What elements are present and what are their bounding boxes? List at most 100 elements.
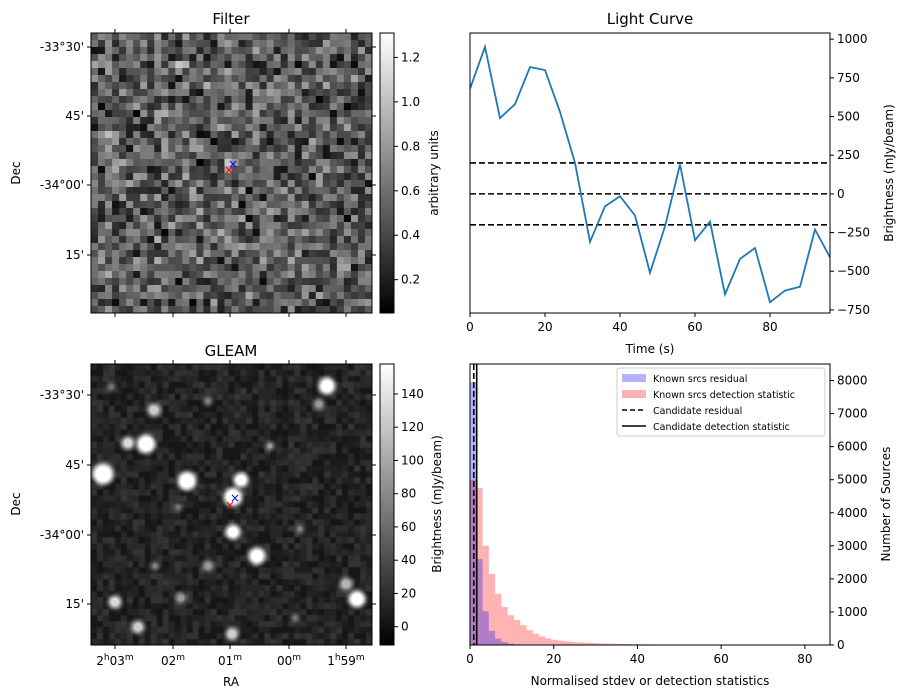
filter-pixel [252,299,261,307]
filter-pixel [287,33,296,41]
gleam-pixel [198,549,206,556]
filter-pixel [259,61,268,69]
gleam-pixel [216,501,224,508]
filter-pixel [105,187,113,195]
filter-pixel [154,299,162,307]
gleam-pixel [96,603,104,610]
filter-pixel [259,180,268,188]
gleam-pixel [210,375,218,383]
filter-pixel [273,159,282,167]
gleam-pixel [336,561,343,568]
filter-pixel [105,257,113,265]
filter-pixel [322,89,331,97]
filter-pixel [154,145,162,153]
gleam-marker-red: × [225,498,235,512]
filter-pixel [105,278,113,286]
filter-pixel [308,285,317,293]
gleam-pixel [228,483,235,491]
gleam-pixel [192,603,200,610]
filter-pixel [301,257,310,265]
gleam-pixel [168,453,176,461]
filter-pixel [112,103,120,111]
gleam-pixel [294,621,301,628]
gleam-pixel [258,417,265,425]
gleam-pixel [342,531,349,538]
gleam-pixel [91,375,98,383]
gleam-pixel [168,507,176,514]
gleam-pixel [246,465,253,473]
gleam-pixel [282,525,289,532]
histogram-panel: 0 20 40 60 80 010002000300040005000600070008… [466,363,893,688]
gleam-pixel [186,369,194,377]
gleam-pixel [204,525,212,532]
gleam-pixel [150,633,158,640]
gleam-pixel [114,477,122,485]
gleam-pixel [186,423,194,431]
filter-pixel [231,117,239,125]
filter-pixel [210,243,218,251]
gleam-pixel [180,507,188,514]
gleam-pixel [312,639,319,645]
gleam-pixel [198,447,206,455]
filter-pixel [224,285,232,293]
gleam-pixel [96,561,104,568]
gleam-pixel [348,615,355,622]
gleam-pixel [91,489,98,497]
gleam-pixel [240,633,247,640]
gleam-pixel [306,573,313,580]
gleam-pixel [318,411,325,419]
filter-pixel [350,117,359,125]
gleam-pixel [300,393,307,401]
filter-pixel [259,215,268,223]
gleam-pixel [306,375,313,383]
filter-pixel [280,33,289,41]
gleam-pixel [150,615,158,622]
gleam-pixel [348,447,355,455]
filter-pixel [189,124,197,132]
filter-pixel [133,40,141,48]
gleam-pixel [120,483,128,491]
gleam-pixel [96,615,104,622]
filter-pixel [217,229,225,237]
gleam-pixel [318,639,325,645]
filter-pixel [154,54,162,62]
gleam-pixel [126,375,134,383]
gleam-pixel [186,621,194,628]
colorbar-tick-label: 0.2 [401,273,420,287]
gleam-pixel [204,531,212,538]
gleam-pixel [108,495,116,503]
gleam-pixel [336,609,343,616]
filter-pixel [175,264,183,272]
gleam-pixel [300,615,307,622]
gleam-pixel [132,525,140,532]
gleam-pixel [264,381,271,389]
gleam-pixel [366,507,372,514]
filter-pixel [224,40,232,48]
filter-pixel [287,145,296,153]
gleam-pixel [360,585,367,592]
filter-pixel [343,180,352,188]
gleam-pixel [162,471,170,479]
gleam-pixel [216,627,224,634]
filter-pixel [357,75,366,83]
filter-pixel [259,103,268,111]
filter-pixel [182,47,190,55]
filter-pixel [154,131,162,139]
gleam-pixel [354,639,361,645]
gleam-pixel [276,423,283,431]
gleam-source-core [226,490,240,504]
filter-pixel [364,208,373,216]
gleam-pixel [228,387,235,395]
gleam-pixel [252,429,259,437]
filter-pixel [203,278,211,286]
gleam-pixel [258,465,265,473]
filter-pixel [133,173,141,181]
gleam-pixel [300,429,307,437]
gleam-pixel [222,585,230,592]
filter-pixel [280,124,289,132]
filter-pixel [294,222,303,230]
filter-pixel [112,292,120,300]
gleam-pixel [162,591,170,598]
gleam-pixel [138,555,146,562]
filter-pixel [112,264,120,272]
